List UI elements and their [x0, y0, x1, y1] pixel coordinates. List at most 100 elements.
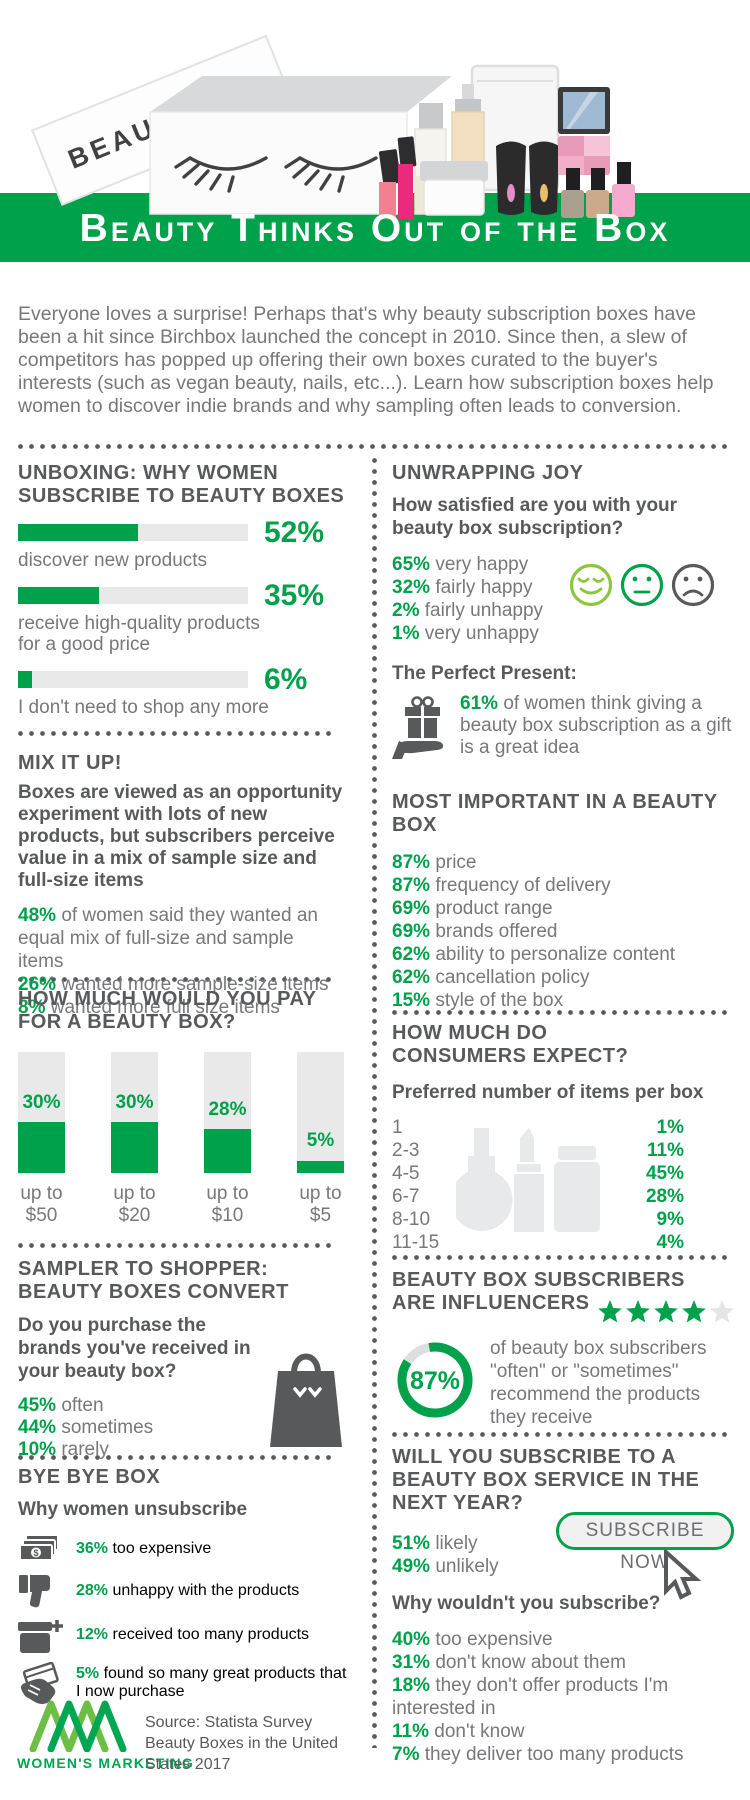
list-item: 11% don't know	[392, 1721, 525, 1742]
divider	[392, 1010, 732, 1015]
cursor-pointer-icon	[664, 1550, 702, 1600]
table-row: 4-5 45%	[392, 1162, 684, 1185]
bar-value: 5%	[306, 1130, 335, 1152]
section-title: HOW MUCH DO CONSUMERS EXPECT?	[392, 1022, 629, 1067]
section-converts: SAMPLER TO SHOPPER: BEAUTY BOXES CONVERT…	[18, 1258, 350, 1461]
section-title: UNBOXING: WHY WOMEN SUBSCRIBE TO BEAUTY …	[18, 462, 345, 507]
bar-row: 35%	[18, 581, 350, 611]
bar-label: up to $50	[20, 1183, 63, 1226]
source-note: Source: Statista Survey Beauty Boxes in …	[145, 1714, 339, 1773]
box-icon	[149, 76, 452, 215]
donut-chart-87: 87%	[397, 1342, 473, 1418]
section-bye-bye-box: BYE BYE BOX Why women unsubscribe $ 36% …	[18, 1466, 350, 1705]
list-item: 87% frequency of delivery	[392, 875, 611, 896]
section-title: WILL YOU SUBSCRIBE TO A BEAUTY BOX SERVI…	[392, 1446, 700, 1514]
list-item: 26% wanted more sample-size items	[18, 973, 344, 996]
table-row: 1 1%	[392, 1116, 684, 1139]
range-label: 2-3	[392, 1140, 420, 1161]
sad-face-icon	[671, 563, 715, 607]
divider	[18, 444, 732, 449]
range-label: 6-7	[392, 1186, 420, 1207]
neutral-face-icon	[620, 563, 664, 607]
list-item: 12% received too many products	[18, 1617, 350, 1653]
intro-paragraph: Everyone loves a surprise! Perhaps that'…	[18, 303, 714, 417]
stat-value: 8%	[18, 997, 46, 1018]
cream-jar-icon	[420, 161, 488, 216]
bar-track: 28%	[204, 1052, 251, 1173]
star-icon	[654, 1300, 678, 1323]
section-perfect-present: The Perfect Present: 61% of women think …	[392, 662, 735, 759]
page-title: Beauty Thinks Out of the Box	[79, 207, 671, 250]
section-title: BEAUTY BOX SUBSCRIBERS ARE INFLUENCERS	[392, 1269, 685, 1314]
list-item: 31% don't know about them	[392, 1652, 626, 1673]
bar-label: up to $5	[299, 1183, 342, 1226]
cosmetics-silhouette-icon	[456, 1128, 600, 1232]
logo-wordmark: WOMEN'S MARKETING	[17, 1755, 194, 1771]
bar-column: 30% up to $50	[18, 1052, 65, 1227]
section-most-important: MOST IMPORTANT IN A BEAUTY BOX 87% price…	[392, 791, 735, 1012]
list-item: 7% they deliver too many products	[392, 1744, 684, 1765]
list-item: 1% very unhappy	[392, 623, 539, 644]
list-item: 40% too expensive	[392, 1629, 553, 1650]
bar-label: receive high-quality products for a good…	[18, 613, 260, 655]
question: Do you purchase the brands you've receiv…	[18, 1315, 251, 1382]
range-label: 11-15	[392, 1232, 440, 1253]
section-title: HOW MUCH WOULD YOU PAY FOR A BEAUTY BOX?	[18, 988, 317, 1033]
list-item: 62% cancellation policy	[392, 967, 590, 988]
bar-fill	[111, 1122, 158, 1173]
star-rating	[597, 1299, 735, 1324]
range-value: 45%	[645, 1163, 684, 1184]
section-intro: Boxes are viewed as an opportunity exper…	[18, 782, 343, 891]
stat-text: 36% too expensive	[76, 1540, 212, 1557]
stat-text: 5% found so many great products that I n…	[76, 1665, 347, 1700]
stat-text: 61% of women think giving a beauty box s…	[460, 693, 732, 758]
section-title: BYE BYE BOX	[18, 1466, 161, 1488]
section-pay: HOW MUCH WOULD YOU PAY FOR A BEAUTY BOX?…	[18, 988, 350, 1227]
stat-text: 12% received too many products	[76, 1626, 310, 1643]
subscribe-now-button[interactable]: SUBSCRIBE NOW	[556, 1512, 734, 1573]
bar-fill	[18, 1122, 65, 1173]
table-row: 8-10 9%	[392, 1208, 684, 1231]
stat-value: 45%	[18, 1395, 57, 1416]
subtitle: Why women unsubscribe	[18, 1499, 248, 1520]
list-item: 28% unhappy with the products	[18, 1573, 350, 1609]
list-item: 87% price	[392, 852, 477, 873]
section-title: MIX IT UP!	[18, 752, 122, 774]
bar-label: up to $20	[113, 1183, 156, 1226]
svg-text:$: $	[33, 1548, 38, 1558]
bar-fill	[18, 671, 32, 688]
bar-column: 30% up to $20	[111, 1052, 158, 1227]
list-item: 65% very happy	[392, 554, 529, 575]
question: Why wouldn't you subscribe?	[392, 1593, 661, 1614]
thumbs-down-icon	[19, 1575, 50, 1608]
stat-value: 26%	[18, 974, 57, 995]
stat-label: of women said they wanted an equal mix o…	[18, 905, 318, 972]
eyelashes-icon	[174, 156, 378, 193]
list-item: 32% fairly happy	[392, 577, 533, 598]
bar-track: 30%	[111, 1052, 158, 1173]
hand-card-icon	[21, 1661, 59, 1704]
stat-text: of beauty box subscribers "often" or "so…	[490, 1338, 707, 1428]
divider	[392, 1255, 732, 1260]
subtitle: The Perfect Present:	[392, 663, 577, 684]
list-item: 48% of women said they wanted an equal m…	[18, 904, 344, 973]
tube-icons	[496, 141, 559, 215]
table-row: 2-3 11%	[392, 1139, 684, 1162]
list-item: 2% fairly unhappy	[392, 600, 544, 621]
question: How satisfied are you with your beauty b…	[392, 495, 678, 539]
bar-fill	[18, 587, 99, 604]
stat-text: 28% unhappy with the products	[76, 1582, 300, 1599]
shopping-bag-icon	[270, 1353, 342, 1447]
list-item: 15% style of the box	[392, 990, 564, 1011]
list-item: 18% they don't offer products I'm intere…	[392, 1675, 669, 1719]
bar-track	[18, 671, 248, 688]
star-icon	[682, 1300, 706, 1323]
box-plus-icon	[18, 1620, 63, 1653]
bar-row: 6%	[18, 665, 350, 695]
range-label: 1	[392, 1117, 403, 1138]
divider	[18, 731, 336, 736]
list-item: $ 36% too expensive	[18, 1533, 350, 1565]
bar-track: 5%	[297, 1052, 344, 1173]
section-title: UNWRAPPING JOY	[392, 462, 584, 484]
